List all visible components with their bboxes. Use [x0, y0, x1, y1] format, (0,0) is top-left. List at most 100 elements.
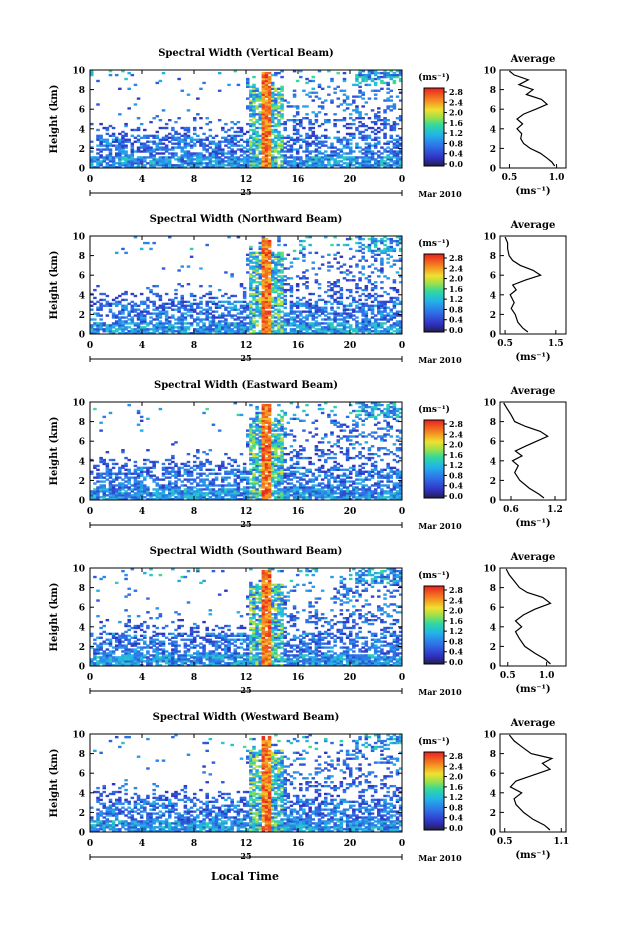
- heatmap-cell: [370, 241, 375, 245]
- heatmap-cell: [90, 324, 94, 327]
- heatmap-cell: [183, 150, 188, 153]
- heatmap-cell: [377, 150, 381, 153]
- heatmap-cell: [96, 324, 100, 327]
- heatmap-cell: [139, 142, 144, 145]
- heatmap-cell: [383, 136, 387, 139]
- heatmap-cell: [186, 130, 191, 134]
- heatmap-cell: [171, 328, 175, 331]
- heatmap-cell: [221, 498, 225, 501]
- heatmap-cell: [264, 281, 269, 284]
- heatmap-cell: [239, 316, 244, 319]
- heatmap-cell: [292, 318, 297, 321]
- heatmap-cell: [249, 95, 253, 98]
- heatmap-cell: [196, 154, 200, 157]
- heatmap-cell: [305, 156, 309, 159]
- heatmap-cell: [133, 103, 138, 106]
- heatmap-cell: [392, 154, 397, 157]
- heatmap-cell: [221, 314, 225, 317]
- heatmap-cell: [252, 261, 256, 264]
- heatmap-cell: [361, 310, 365, 313]
- heatmap-cell: [211, 488, 216, 491]
- heatmap-cell: [280, 316, 284, 319]
- heatmap-cell: [398, 310, 403, 313]
- heatmap-cell: [277, 494, 281, 497]
- heatmap-cell: [277, 439, 281, 442]
- heatmap-cell: [274, 144, 278, 147]
- heatmap-cell: [367, 148, 372, 151]
- heatmap-cell: [261, 166, 266, 169]
- heatmap-cell: [233, 144, 238, 147]
- heatmap-cell: [358, 150, 362, 153]
- heatmap-cell: [96, 152, 100, 155]
- heatmap-cell: [358, 298, 362, 302]
- heatmap-cell: [171, 302, 175, 305]
- heatmap-cell: [270, 97, 275, 100]
- heatmap-cell: [270, 279, 275, 282]
- heatmap-cell: [355, 144, 359, 147]
- heatmap-cell: [177, 302, 181, 305]
- heatmap-cell: [155, 488, 160, 491]
- heatmap-cell: [255, 413, 259, 417]
- heatmap-cell: [130, 144, 135, 147]
- heatmap-cell: [192, 142, 197, 145]
- heatmap-cell: [339, 119, 344, 122]
- heatmap-cell: [280, 423, 284, 426]
- colorbar-tick-label: 0.8: [449, 138, 463, 148]
- heatmap-cell: [283, 294, 287, 298]
- heatmap-cell: [255, 288, 259, 292]
- heatmap-cell: [118, 150, 122, 153]
- heatmap-cell: [330, 158, 334, 161]
- heatmap-cell: [308, 332, 312, 335]
- heatmap-cell: [249, 275, 253, 278]
- heatmap-cell: [242, 310, 247, 313]
- heatmap-cell: [196, 498, 200, 501]
- heatmap-cell: [324, 164, 328, 167]
- heatmap-cell: [242, 486, 247, 489]
- heatmap-cell: [324, 310, 328, 313]
- heatmap-cell: [383, 162, 387, 165]
- heatmap-cell: [320, 263, 325, 266]
- heatmap-cell: [299, 324, 303, 327]
- heatmap-cell: [342, 89, 347, 92]
- heatmap-cell: [199, 144, 203, 147]
- heatmap-cell: [324, 330, 328, 333]
- heatmap-cell: [146, 472, 150, 475]
- heatmap-cell: [380, 316, 384, 319]
- heatmap-cell: [102, 492, 106, 495]
- heatmap-cell: [261, 283, 266, 286]
- heatmap-cell: [168, 492, 172, 495]
- heatmap-cell: [270, 148, 275, 151]
- heatmap-cell: [355, 105, 359, 108]
- heatmap-cell: [136, 490, 141, 493]
- heatmap-cell: [333, 320, 337, 323]
- heatmap-cell: [267, 150, 272, 153]
- heatmap-cell: [246, 85, 250, 89]
- heatmap-cell: [295, 304, 300, 307]
- heatmap-cell: [267, 79, 272, 83]
- heatmap-cell: [267, 456, 272, 460]
- heatmap-cell: [380, 146, 384, 149]
- heatmap-cell: [299, 119, 303, 122]
- heatmap-cell: [367, 71, 372, 75]
- heatmap-cell: [124, 472, 128, 475]
- heatmap-cell: [364, 314, 369, 317]
- heatmap-cell: [246, 496, 250, 499]
- heatmap-cell: [158, 486, 163, 489]
- heatmap-cell: [289, 445, 294, 448]
- heatmap-cell: [258, 273, 262, 276]
- heatmap-cell: [370, 164, 375, 167]
- heatmap-cell: [314, 251, 319, 255]
- heatmap-cell: [249, 273, 253, 276]
- heatmap-cell: [373, 257, 378, 260]
- heatmap-cell: [308, 312, 312, 315]
- heatmap-cell: [261, 156, 266, 159]
- heatmap-cell: [339, 89, 344, 92]
- heatmap-cell: [261, 267, 266, 270]
- heatmap-cell: [330, 312, 334, 315]
- heatmap-cell: [327, 328, 331, 331]
- heatmap-cell: [214, 498, 219, 501]
- heatmap-cell: [139, 150, 144, 153]
- heatmap-cell: [211, 150, 216, 153]
- heatmap-cell: [224, 308, 228, 311]
- heatmap-cell: [96, 103, 100, 106]
